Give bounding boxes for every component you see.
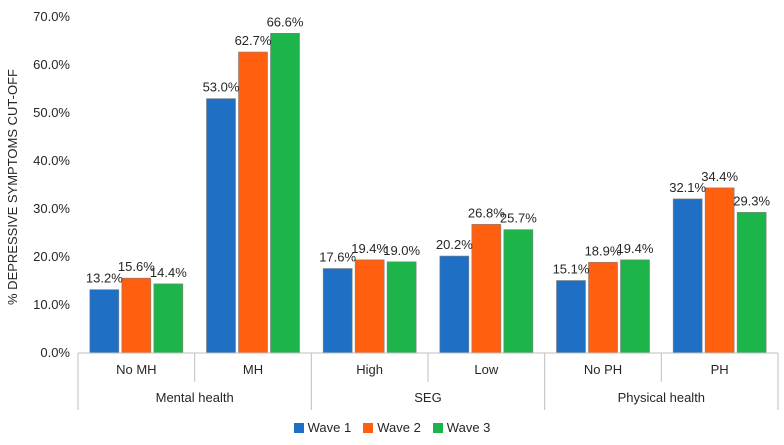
data-label: 19.0% [383, 243, 420, 258]
x-group-label: SEG [414, 390, 441, 405]
x-tick-label: No MH [116, 362, 156, 377]
legend-swatch [432, 422, 443, 433]
data-label: 13.2% [86, 271, 123, 286]
data-label: 18.9% [585, 243, 622, 258]
bar [386, 261, 417, 354]
data-label: 29.3% [733, 193, 770, 208]
data-label: 19.4% [617, 241, 654, 256]
y-tick-label: 60.0% [33, 57, 70, 72]
legend-swatch [293, 422, 304, 433]
bar [736, 212, 767, 354]
bar [439, 255, 470, 354]
data-label: 66.6% [267, 14, 304, 29]
legend-item: Wave 1 [293, 420, 352, 435]
y-tick-label: 0.0% [40, 345, 70, 360]
x-tick-label: Low [474, 362, 498, 377]
bar [322, 268, 353, 354]
y-tick-label: 20.0% [33, 249, 70, 264]
y-tick-label: 70.0% [33, 9, 70, 24]
legend-label: Wave 3 [446, 420, 491, 435]
bar [556, 280, 586, 354]
legend-item: Wave 2 [363, 420, 421, 435]
x-group-label: Mental health [156, 390, 234, 405]
data-label: 34.4% [701, 169, 738, 184]
bars [89, 33, 767, 354]
data-label: 62.7% [235, 33, 272, 48]
data-labels: 13.2%15.6%14.4%53.0%62.7%66.6%17.6%19.4%… [86, 14, 771, 285]
legend-label: Wave 2 [377, 420, 421, 435]
bar [153, 283, 184, 354]
y-tick-label: 50.0% [33, 105, 70, 120]
x-group-label: Physical health [618, 390, 705, 405]
data-label: 17.6% [319, 250, 356, 265]
bar [588, 261, 618, 354]
legend: Wave 1 Wave 2 Wave 3 [0, 420, 784, 435]
bar [672, 198, 703, 354]
bar [121, 277, 152, 354]
data-label: 53.0% [203, 80, 240, 95]
x-tick-label: PH [711, 362, 729, 377]
data-label: 26.8% [468, 205, 505, 220]
x-axis: No MH MH High Low No PH PH Mental health SEG Phy… [77, 352, 779, 410]
x-tick-label: MH [243, 362, 263, 377]
bar [704, 187, 735, 354]
y-axis-ticks: 0.0% 10.0% 20.0% 30.0% 40.0% 50.0% 60.0% 70.0% [33, 9, 70, 360]
legend-swatch [363, 422, 374, 433]
data-label: 25.7% [500, 211, 537, 226]
y-tick-label: 30.0% [33, 201, 70, 216]
bar [89, 289, 120, 354]
bar [503, 229, 534, 354]
bar [270, 33, 300, 354]
x-tick-label: No PH [584, 362, 622, 377]
data-label: 32.1% [669, 180, 706, 195]
y-axis-label: % DEPRESSIVE SYMPTOMS CUT-OFF [5, 69, 20, 305]
data-label: 14.4% [150, 265, 187, 280]
bar [620, 259, 650, 354]
data-label: 20.2% [436, 237, 473, 252]
data-label: 15.6% [118, 259, 155, 274]
y-tick-label: 10.0% [33, 297, 70, 312]
bar [354, 259, 385, 354]
bar [238, 51, 268, 354]
data-label: 19.4% [351, 241, 388, 256]
bar [206, 98, 236, 354]
bar [471, 224, 502, 354]
x-tick-label: High [356, 362, 383, 377]
legend-item: Wave 3 [432, 420, 491, 435]
data-label: 15.1% [553, 262, 590, 277]
legend-label: Wave 1 [307, 420, 352, 435]
y-tick-label: 40.0% [33, 153, 70, 168]
